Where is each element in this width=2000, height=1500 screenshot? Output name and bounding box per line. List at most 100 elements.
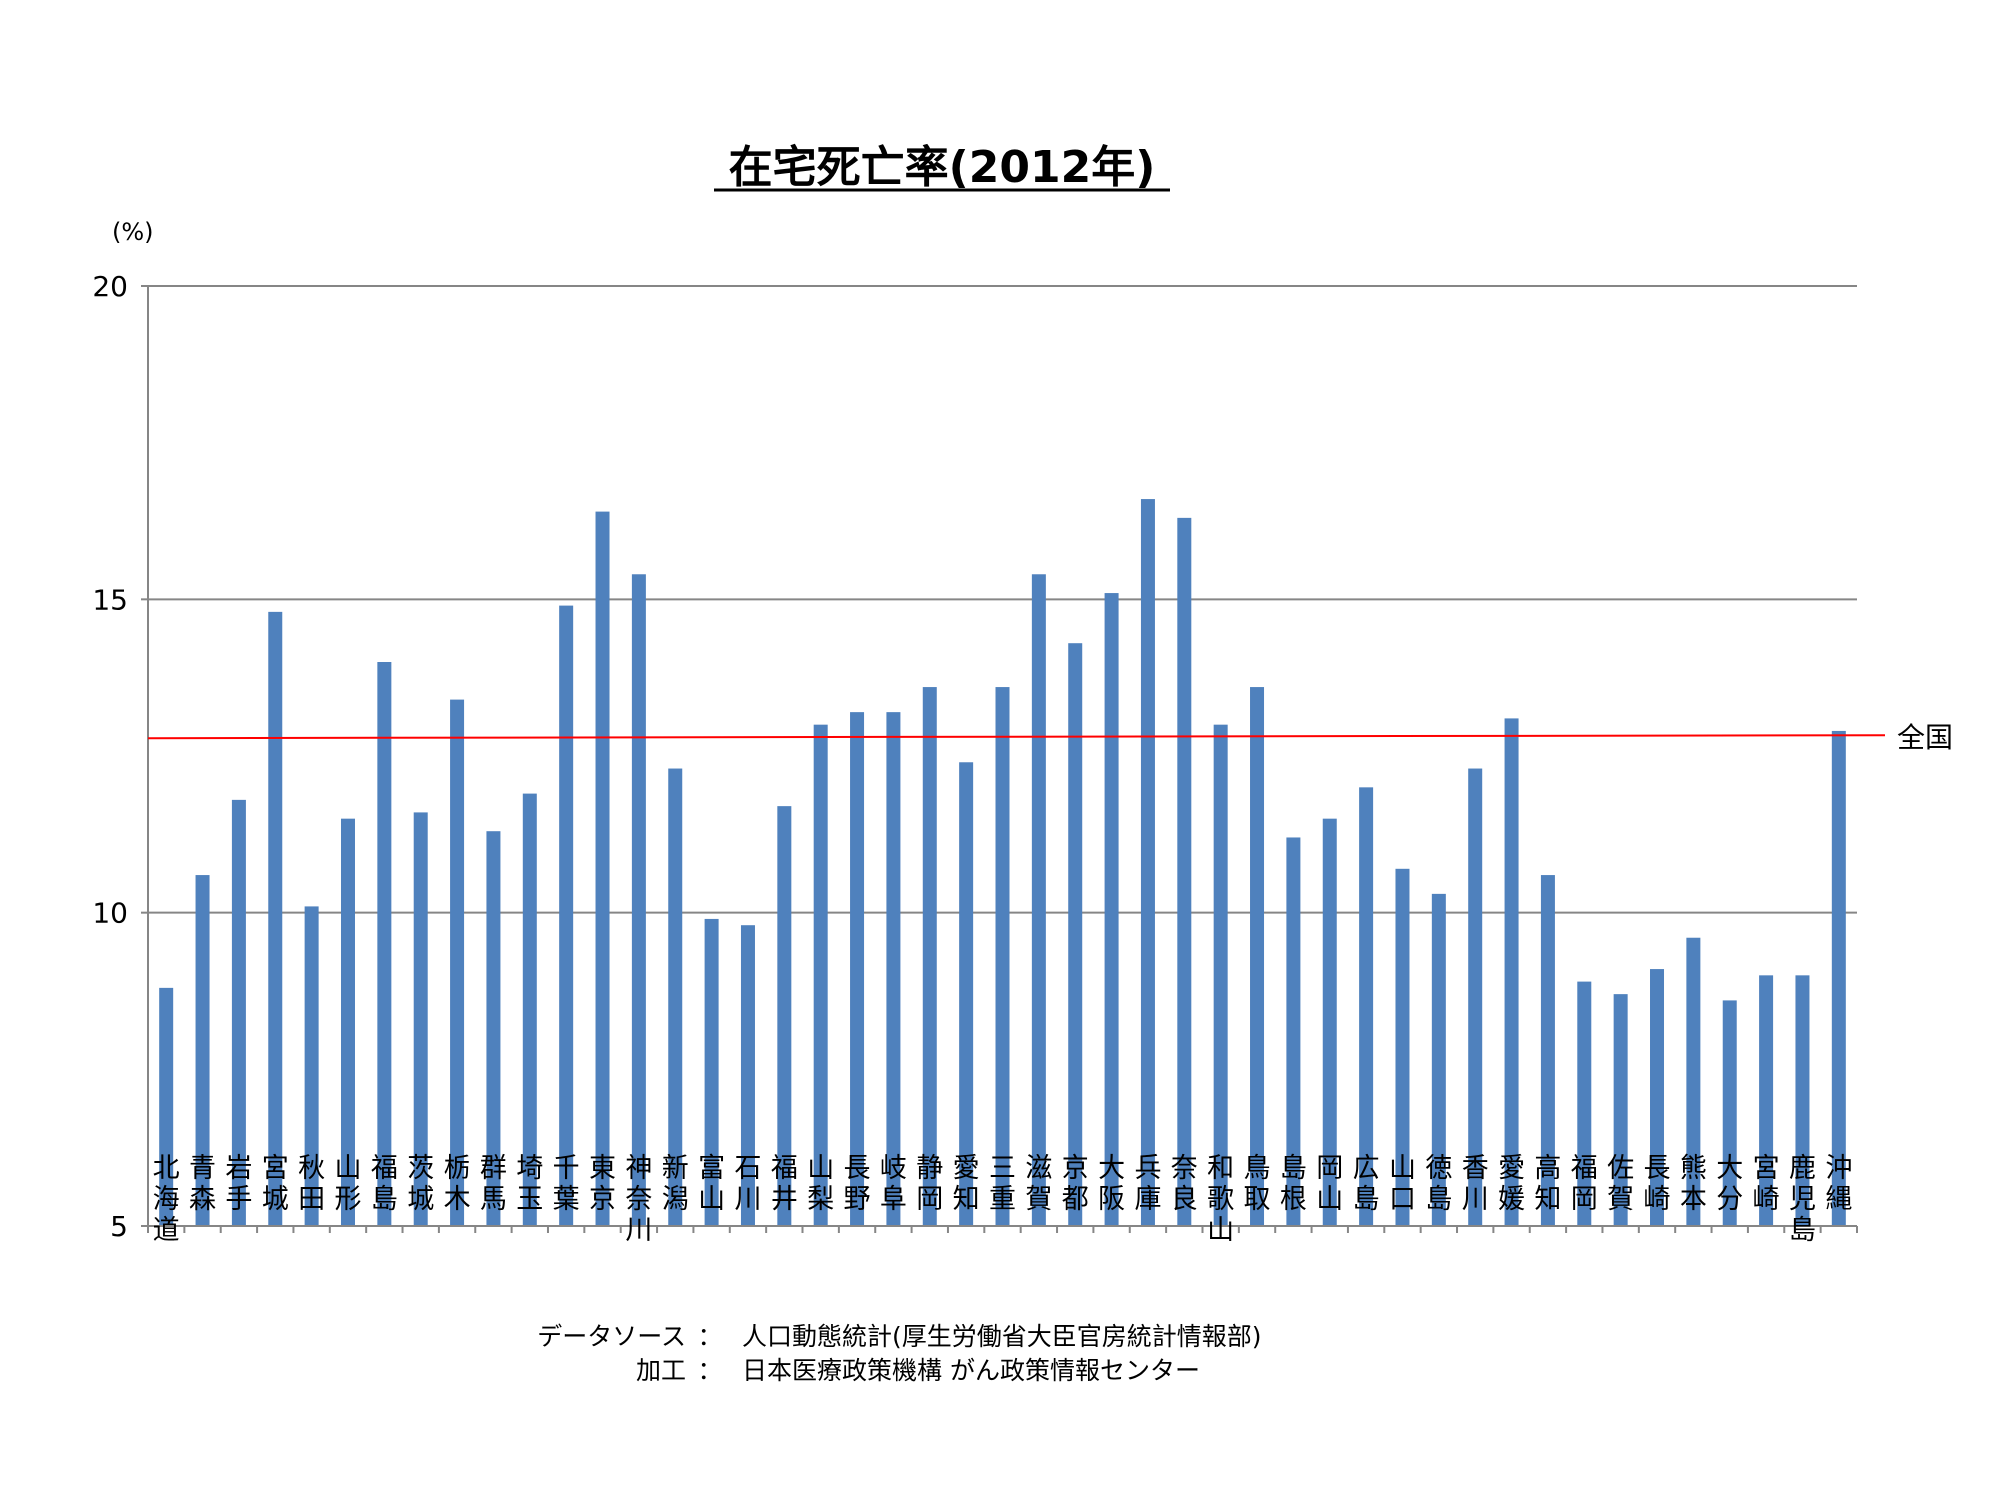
bar	[1468, 768, 1483, 1226]
bar	[413, 812, 428, 1226]
national-average-label: 全国	[1897, 721, 1953, 754]
x-tick-label: 長野	[844, 1153, 871, 1215]
chart-title: 在宅死亡率(2012年)	[729, 142, 1156, 193]
x-tick-label: 大分	[1716, 1153, 1743, 1215]
x-tick-label: 愛媛	[1498, 1153, 1525, 1215]
x-tick-label: 福井	[771, 1153, 798, 1215]
x-tick-label: 新潟	[662, 1153, 689, 1215]
x-tick-label: 三重	[989, 1153, 1016, 1215]
bar	[1250, 687, 1265, 1226]
national-average-line	[147, 734, 1886, 740]
x-tick-label: 千葉	[553, 1153, 580, 1215]
x-tick-label: 山形	[334, 1153, 361, 1215]
bar	[631, 574, 646, 1226]
process-text: 日本医療政策機構 がん政策情報センター	[742, 1356, 1200, 1385]
bar	[377, 662, 392, 1226]
x-tick-label: 奈良	[1171, 1153, 1198, 1215]
x-tick-label: 秋田	[298, 1153, 325, 1215]
bar	[268, 611, 283, 1226]
bar	[1068, 643, 1083, 1226]
bar	[1831, 730, 1846, 1226]
x-tick-label: 神奈川	[625, 1153, 652, 1246]
x-tick-label: 栃木	[444, 1153, 471, 1215]
bar	[1359, 787, 1374, 1226]
x-tick-label: 岩手	[225, 1153, 252, 1215]
bar	[1650, 969, 1665, 1226]
x-tick-label: 茨城	[407, 1153, 434, 1215]
bar	[704, 918, 719, 1226]
y-tick-label: 10	[92, 897, 128, 930]
x-tick-label: 福島	[371, 1153, 398, 1215]
y-axis-unit-label: (%)	[112, 218, 154, 246]
bar	[1322, 818, 1337, 1226]
x-tick-label: 兵庫	[1134, 1153, 1161, 1215]
bar	[813, 724, 828, 1226]
x-tick-label: 宮崎	[1753, 1153, 1780, 1215]
source-separator: ：	[697, 1322, 722, 1351]
bar	[1722, 1000, 1737, 1226]
bar	[1504, 718, 1519, 1226]
bar	[1395, 868, 1410, 1226]
bar	[1286, 837, 1301, 1226]
x-tick-label: 東京	[589, 1153, 616, 1215]
x-tick-label: 長崎	[1644, 1153, 1671, 1215]
x-tick-label: 宮城	[262, 1153, 289, 1215]
x-tick-label: 香川	[1462, 1153, 1489, 1215]
bar	[850, 712, 865, 1226]
bar	[886, 712, 901, 1226]
bar	[304, 906, 319, 1226]
process-separator: ：	[697, 1356, 722, 1385]
bar	[1431, 893, 1446, 1226]
y-tick-label: 20	[92, 270, 128, 303]
x-tick-label: 静岡	[916, 1153, 943, 1215]
bar	[777, 806, 792, 1226]
bar	[740, 925, 755, 1226]
bar	[922, 687, 937, 1226]
bar	[1104, 593, 1119, 1226]
x-tick-label: 石川	[734, 1153, 761, 1215]
x-tick-label: 富山	[698, 1153, 725, 1215]
y-tick-label: 15	[92, 583, 128, 616]
x-tick-label: 滋賀	[1025, 1153, 1052, 1215]
bar	[1795, 975, 1810, 1226]
footer: データソース ： 人口動態統計(厚生労働省大臣官房統計情報部) 加工 ： 日本医…	[537, 1322, 1261, 1385]
x-tick-label: 福岡	[1571, 1153, 1598, 1215]
x-tick-label: 北海道	[153, 1153, 180, 1246]
bar	[1613, 994, 1628, 1226]
bar	[668, 768, 683, 1226]
x-tick-label: 青森	[189, 1153, 216, 1215]
x-tick-label: 佐賀	[1607, 1153, 1634, 1215]
x-tick-label: 沖縄	[1825, 1153, 1852, 1215]
x-tick-label: 鳥取	[1244, 1153, 1271, 1215]
x-tick-label: 群馬	[480, 1153, 507, 1215]
x-tick-label: 愛知	[953, 1153, 980, 1215]
bar	[1759, 975, 1774, 1226]
bar	[1140, 499, 1155, 1227]
bar	[195, 875, 210, 1226]
x-tick-label: 島根	[1280, 1153, 1307, 1215]
bar	[559, 605, 574, 1226]
process-label: 加工	[636, 1356, 686, 1385]
bar	[450, 699, 465, 1226]
x-tick-label: 広島	[1353, 1153, 1380, 1215]
x-tick-label: 徳島	[1425, 1153, 1452, 1215]
x-tick-label: 岡山	[1316, 1153, 1343, 1215]
x-tick-label: 鹿児島	[1789, 1153, 1816, 1246]
x-tick-label: 山口	[1389, 1153, 1416, 1215]
x-tick-label: 山梨	[807, 1153, 834, 1215]
source-text: 人口動態統計(厚生労働省大臣官房統計情報部)	[742, 1322, 1262, 1351]
bar	[340, 818, 355, 1226]
bar	[231, 799, 246, 1226]
x-tick-label: 埼玉	[516, 1153, 543, 1215]
bar	[159, 987, 174, 1226]
bar	[959, 762, 974, 1226]
bar	[1686, 937, 1701, 1226]
bar	[522, 793, 537, 1226]
bar	[995, 687, 1010, 1226]
x-tick-label: 京都	[1062, 1153, 1089, 1215]
y-tick-label: 5	[110, 1210, 128, 1243]
x-tick-label: 大阪	[1098, 1153, 1125, 1215]
bar	[595, 511, 610, 1227]
bar	[1577, 981, 1592, 1226]
